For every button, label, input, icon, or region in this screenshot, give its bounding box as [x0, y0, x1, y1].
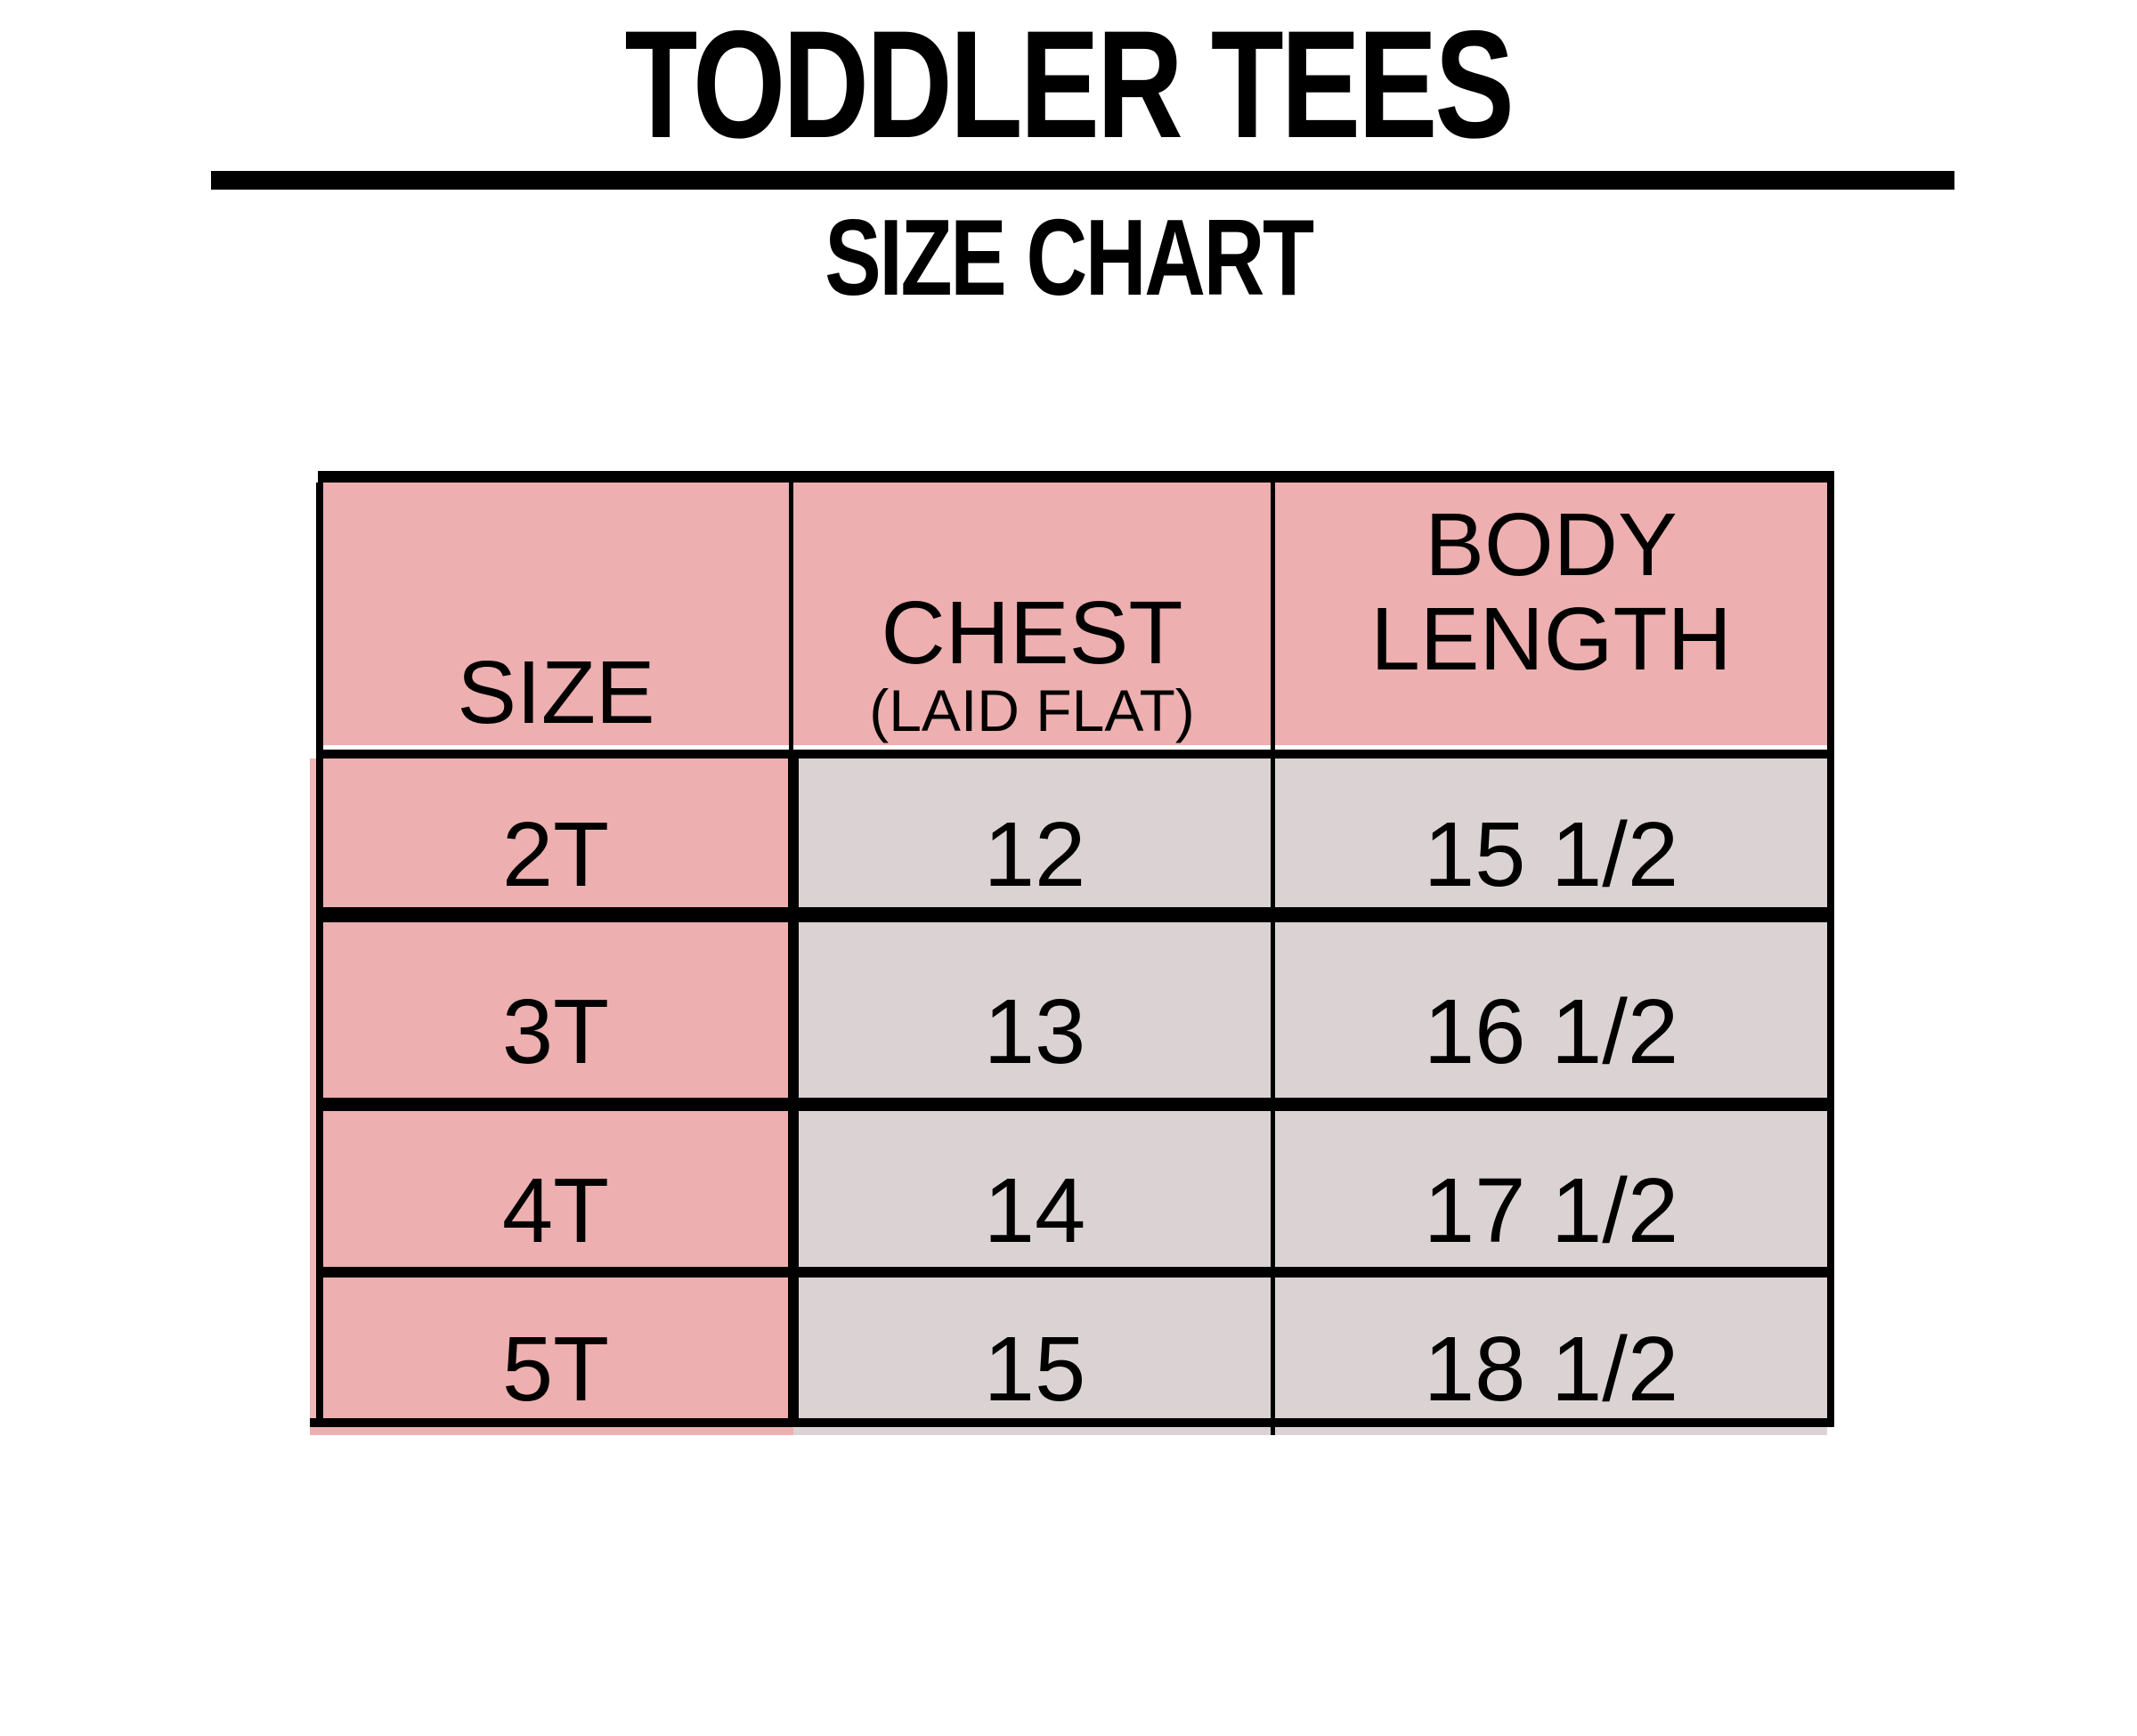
header-divider-2 [1271, 483, 1275, 750]
table-border-top [318, 471, 1834, 483]
row-1-size-value: 2T [501, 802, 610, 905]
header-body-label-line1: BODY [1425, 494, 1678, 595]
page-subtitle: SIZE CHART [0, 203, 2137, 312]
row-2-chest-value: 13 [983, 979, 1086, 1083]
row-3-body-length-value: 17 1/2 [1423, 1158, 1679, 1261]
table-border-left [316, 483, 323, 1435]
row-1-chest-value: 12 [983, 802, 1086, 905]
table-border-bottom [310, 1418, 1834, 1427]
table-row-1-size: 2T [323, 758, 788, 907]
table-row-3-body-length: 17 1/2 [1275, 1111, 1827, 1267]
header-body-label-line2: LENGTH [1370, 588, 1732, 689]
body-column-divider-2 [1271, 758, 1275, 1418]
table-row-4-body-length: 18 1/2 [1275, 1278, 1827, 1420]
header-cell-size: SIZE [323, 483, 789, 745]
table-row-1-body-length: 15 1/2 [1275, 758, 1827, 907]
body-column-divider-1 [788, 758, 799, 1418]
header-chest-label: CHEST [881, 582, 1183, 683]
header-bottom-line [316, 750, 1834, 758]
row-4-chest-value: 15 [983, 1318, 1086, 1420]
page-title: TODDLER TEES [0, 0, 2137, 169]
header-cell-chest: CHEST (LAID FLAT) [793, 483, 1271, 745]
table-row-3-size: 4T [323, 1111, 788, 1267]
table-row-2-chest: 13 [799, 922, 1271, 1098]
row-4-body-length-value: 18 1/2 [1423, 1318, 1679, 1420]
row-3-size-value: 4T [501, 1158, 610, 1261]
row-2-size-value: 3T [501, 979, 610, 1083]
row-2-body-length-value: 16 1/2 [1423, 979, 1679, 1083]
row-divider-3 [323, 1267, 1827, 1278]
table-row-4-chest: 15 [799, 1278, 1271, 1420]
bottom-sliver-pink [310, 1427, 793, 1435]
table-left-pink-strip [310, 758, 316, 1427]
table-row-3-chest: 14 [799, 1111, 1271, 1267]
table-row-4-size: 5T [323, 1278, 788, 1420]
header-cell-body-length: BODY LENGTH [1275, 483, 1827, 745]
row-divider-1 [323, 907, 1827, 922]
table-row-2-size: 3T [323, 922, 788, 1098]
row-3-chest-value: 14 [983, 1158, 1086, 1261]
header-chest-sublabel: (LAID FLAT) [869, 677, 1195, 743]
header-divider-1 [789, 483, 793, 750]
bottom-sliver-gray [793, 1427, 1827, 1435]
row-1-body-length-value: 15 1/2 [1423, 802, 1679, 905]
header-size-label: SIZE [457, 643, 655, 742]
size-chart-table: SIZE CHEST (LAID FLAT) BODY LENGTH 2T 12… [310, 471, 1834, 1435]
table-border-right [1827, 483, 1834, 1427]
page-subtitle-text: SIZE CHART [825, 197, 1314, 318]
page-title-text: TODDLER TEES [624, 0, 1515, 170]
row-4-size-value: 5T [501, 1318, 610, 1420]
row-divider-2 [323, 1098, 1827, 1111]
title-divider-rule [211, 171, 1954, 190]
bottom-sliver-divider [1271, 1427, 1275, 1435]
table-row-2-body-length: 16 1/2 [1275, 922, 1827, 1098]
table-row-1-chest: 12 [799, 758, 1271, 907]
